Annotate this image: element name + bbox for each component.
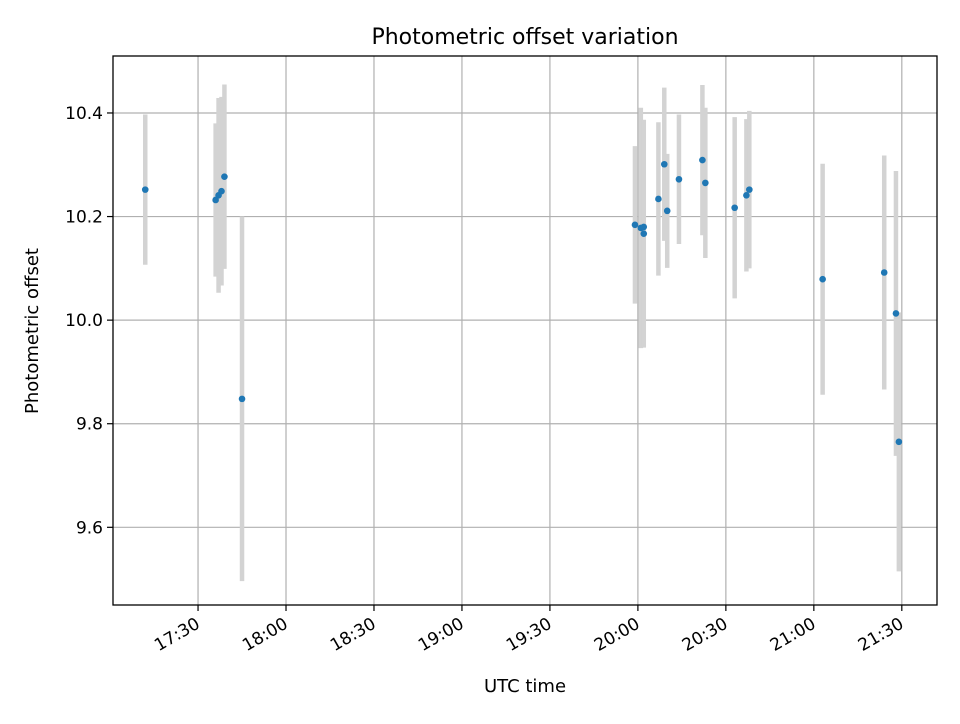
data-point: [746, 186, 753, 193]
grid: [113, 56, 937, 605]
data-point: [640, 230, 648, 237]
data-point: [880, 269, 888, 276]
data-point: [731, 204, 738, 212]
y-axis-label: Photometric offset: [22, 248, 43, 414]
y-tick-label: 10.0: [65, 311, 103, 331]
data-point: [631, 221, 639, 229]
data-point: [743, 192, 750, 199]
data-point: [640, 223, 648, 231]
y-tick-label: 9.6: [76, 518, 103, 538]
data-point: [819, 275, 826, 283]
data-point: [221, 173, 228, 180]
data-point: [675, 175, 683, 183]
data-point: [699, 156, 706, 164]
data-point: [702, 179, 709, 187]
y-tick-label: 9.8: [76, 415, 103, 435]
data-point: [218, 187, 225, 195]
data-point: [895, 438, 903, 446]
y-axis-ticks: 9.6 9.8 10.0 10.2 10.4: [65, 104, 113, 538]
data-points: [141, 156, 903, 446]
data-point: [655, 195, 662, 203]
data-point: [660, 160, 668, 168]
y-tick-label: 10.2: [65, 208, 103, 228]
data-point: [238, 395, 246, 403]
data-point: [663, 207, 671, 215]
plot-frame: [112, 55, 938, 606]
data-point: [892, 310, 900, 317]
data-point: [141, 186, 149, 193]
x-axis-label: UTC time: [484, 676, 566, 697]
chart-title: Photometric offset variation: [371, 25, 678, 50]
y-tick-label: 10.4: [65, 104, 103, 124]
